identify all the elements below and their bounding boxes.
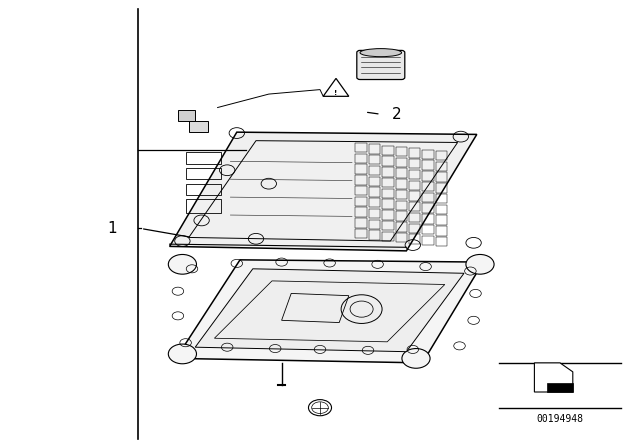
Polygon shape <box>195 269 464 352</box>
Circle shape <box>402 349 430 368</box>
Ellipse shape <box>360 49 402 57</box>
Polygon shape <box>178 110 195 121</box>
Polygon shape <box>170 132 477 251</box>
Circle shape <box>168 254 196 274</box>
Text: 1: 1 <box>107 221 117 236</box>
Circle shape <box>466 254 494 274</box>
Polygon shape <box>176 260 483 363</box>
Polygon shape <box>534 363 573 392</box>
Text: !: ! <box>334 90 338 96</box>
Circle shape <box>168 344 196 364</box>
Polygon shape <box>189 121 208 132</box>
Text: 2: 2 <box>392 107 402 122</box>
FancyBboxPatch shape <box>357 51 404 80</box>
Polygon shape <box>547 383 573 392</box>
Text: 00194948: 00194948 <box>536 414 584 424</box>
